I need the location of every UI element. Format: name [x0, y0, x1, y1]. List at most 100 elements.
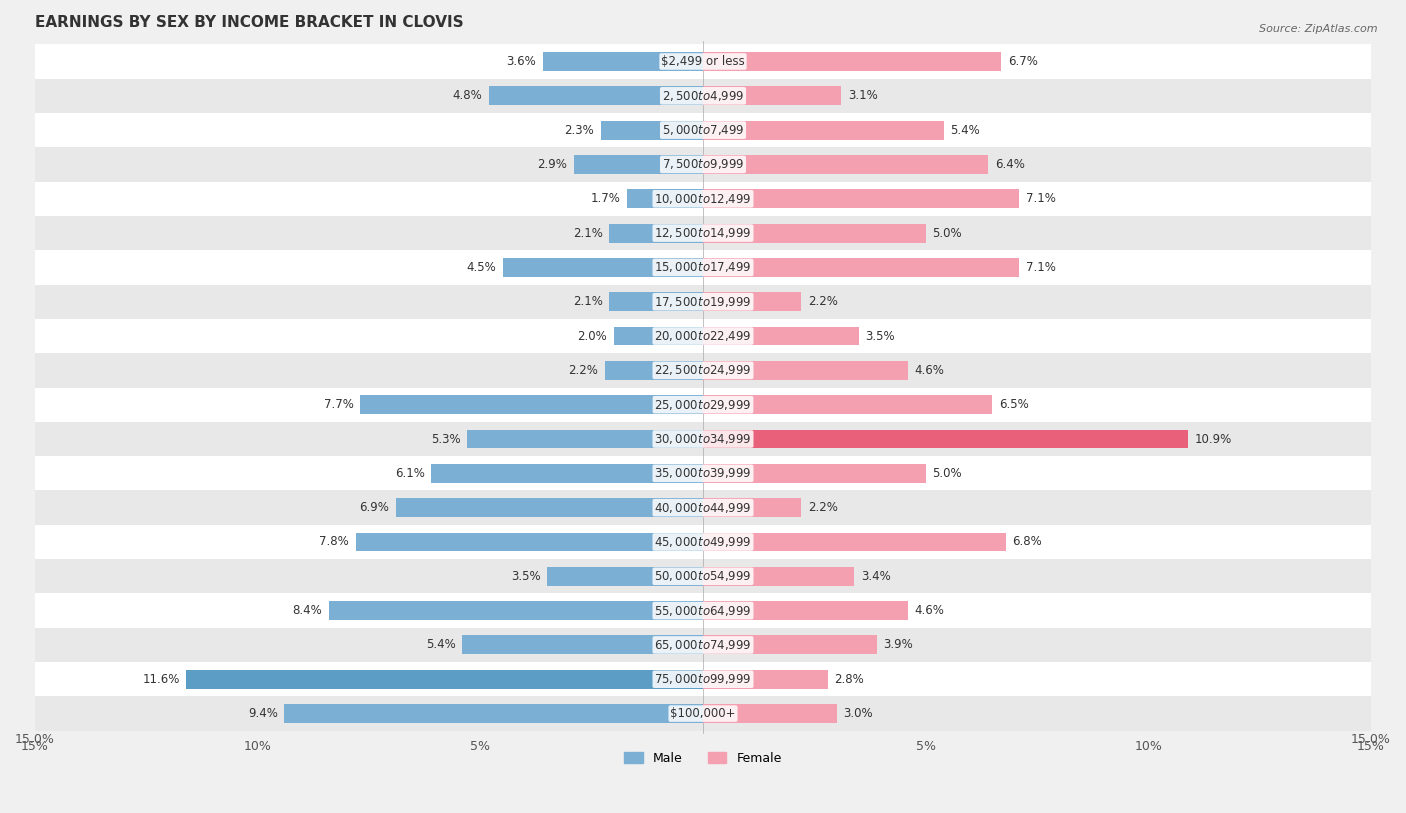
Bar — [605, 361, 703, 380]
Text: 4.5%: 4.5% — [467, 261, 496, 274]
Text: $22,500 to $24,999: $22,500 to $24,999 — [654, 363, 752, 377]
Bar — [35, 319, 1371, 353]
Text: 5.3%: 5.3% — [430, 433, 460, 446]
Text: 5.4%: 5.4% — [426, 638, 456, 651]
Bar — [703, 52, 1001, 71]
Bar — [35, 456, 1371, 490]
Text: $45,000 to $49,999: $45,000 to $49,999 — [654, 535, 752, 549]
Bar — [360, 395, 703, 414]
Bar — [703, 670, 828, 689]
Bar — [703, 86, 841, 105]
Text: 15.0%: 15.0% — [1351, 733, 1391, 746]
Text: 6.9%: 6.9% — [359, 501, 389, 514]
Bar — [35, 45, 1371, 79]
Bar — [703, 567, 855, 585]
Text: 8.4%: 8.4% — [292, 604, 322, 617]
Text: 5.0%: 5.0% — [932, 467, 962, 480]
Text: 4.8%: 4.8% — [453, 89, 482, 102]
Text: 3.5%: 3.5% — [510, 570, 540, 583]
Text: $5,000 to $7,499: $5,000 to $7,499 — [662, 123, 744, 137]
Text: $7,500 to $9,999: $7,500 to $9,999 — [662, 158, 744, 172]
Text: 3.5%: 3.5% — [866, 329, 896, 342]
Text: 11.6%: 11.6% — [142, 672, 180, 685]
Bar — [609, 293, 703, 311]
Text: 4.6%: 4.6% — [914, 364, 945, 377]
Text: 3.4%: 3.4% — [860, 570, 891, 583]
Bar — [35, 181, 1371, 216]
Bar — [703, 224, 925, 242]
Text: $100,000+: $100,000+ — [671, 707, 735, 720]
Bar — [35, 525, 1371, 559]
Bar — [489, 86, 703, 105]
Bar — [35, 353, 1371, 388]
Bar — [35, 662, 1371, 697]
Bar — [35, 250, 1371, 285]
Text: 6.5%: 6.5% — [1000, 398, 1029, 411]
Text: $12,500 to $14,999: $12,500 to $14,999 — [654, 226, 752, 240]
Text: $50,000 to $54,999: $50,000 to $54,999 — [654, 569, 752, 583]
Bar — [703, 155, 988, 174]
Bar — [502, 258, 703, 277]
Bar — [703, 258, 1019, 277]
Text: Source: ZipAtlas.com: Source: ZipAtlas.com — [1260, 24, 1378, 34]
Bar — [703, 429, 1188, 449]
Text: $10,000 to $12,499: $10,000 to $12,499 — [654, 192, 752, 206]
Bar — [35, 559, 1371, 593]
Text: $65,000 to $74,999: $65,000 to $74,999 — [654, 638, 752, 652]
Text: 9.4%: 9.4% — [247, 707, 277, 720]
Text: 7.7%: 7.7% — [323, 398, 353, 411]
Bar — [329, 601, 703, 620]
Bar — [703, 704, 837, 723]
Bar — [703, 636, 877, 654]
Text: 2.1%: 2.1% — [572, 227, 603, 240]
Bar — [35, 490, 1371, 525]
Bar — [703, 361, 908, 380]
Text: 2.9%: 2.9% — [537, 158, 567, 171]
Text: $55,000 to $64,999: $55,000 to $64,999 — [654, 603, 752, 618]
Text: 2.2%: 2.2% — [807, 501, 838, 514]
Bar — [35, 628, 1371, 662]
Bar — [35, 216, 1371, 250]
Bar — [35, 79, 1371, 113]
Bar — [703, 120, 943, 140]
Bar — [703, 293, 801, 311]
Bar — [35, 147, 1371, 181]
Text: $75,000 to $99,999: $75,000 to $99,999 — [654, 672, 752, 686]
Bar — [627, 189, 703, 208]
Bar — [187, 670, 703, 689]
Bar — [543, 52, 703, 71]
Text: 2.2%: 2.2% — [568, 364, 599, 377]
Bar — [467, 429, 703, 449]
Text: 7.1%: 7.1% — [1026, 192, 1056, 205]
Text: 7.1%: 7.1% — [1026, 261, 1056, 274]
Bar — [703, 395, 993, 414]
Text: 6.7%: 6.7% — [1008, 55, 1038, 68]
Text: 3.1%: 3.1% — [848, 89, 877, 102]
Text: $17,500 to $19,999: $17,500 to $19,999 — [654, 295, 752, 309]
Text: EARNINGS BY SEX BY INCOME BRACKET IN CLOVIS: EARNINGS BY SEX BY INCOME BRACKET IN CLO… — [35, 15, 464, 30]
Bar — [35, 285, 1371, 319]
Text: 2.3%: 2.3% — [564, 124, 593, 137]
Text: $25,000 to $29,999: $25,000 to $29,999 — [654, 398, 752, 411]
Bar — [395, 498, 703, 517]
Bar — [35, 697, 1371, 731]
Bar — [703, 601, 908, 620]
Text: 7.8%: 7.8% — [319, 536, 349, 549]
Bar — [35, 422, 1371, 456]
Text: $40,000 to $44,999: $40,000 to $44,999 — [654, 501, 752, 515]
Text: 3.0%: 3.0% — [844, 707, 873, 720]
Bar — [703, 189, 1019, 208]
Bar — [614, 327, 703, 346]
Text: 1.7%: 1.7% — [591, 192, 620, 205]
Text: $35,000 to $39,999: $35,000 to $39,999 — [654, 467, 752, 480]
Bar — [356, 533, 703, 551]
Bar — [547, 567, 703, 585]
Bar — [463, 636, 703, 654]
Text: 6.8%: 6.8% — [1012, 536, 1042, 549]
Text: $2,500 to $4,999: $2,500 to $4,999 — [662, 89, 744, 102]
Bar — [703, 327, 859, 346]
Text: 2.8%: 2.8% — [834, 672, 865, 685]
Bar — [35, 113, 1371, 147]
Text: $30,000 to $34,999: $30,000 to $34,999 — [654, 432, 752, 446]
Bar — [609, 224, 703, 242]
